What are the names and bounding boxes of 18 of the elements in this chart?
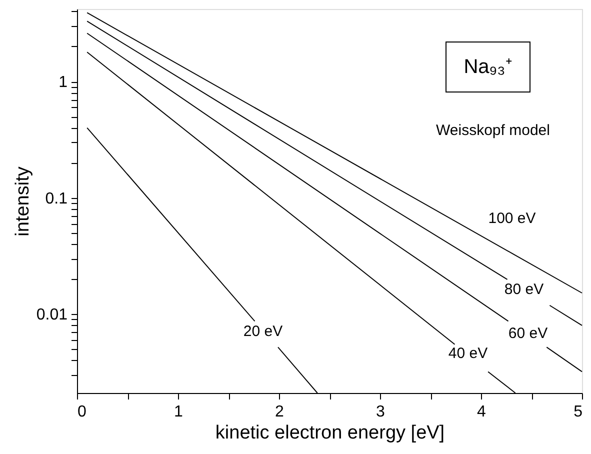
annotation: 80 eV	[504, 281, 544, 298]
annotation: 20 eV	[243, 323, 283, 340]
annotation: Na₉₃⁺	[464, 56, 512, 78]
x-tick-label: 4	[477, 404, 486, 420]
annotation: 40 eV	[448, 345, 488, 362]
annotation: 60 eV	[508, 325, 548, 342]
x-tick-label: 3	[376, 404, 386, 420]
annotation: 100 eV	[488, 210, 536, 227]
x-tick-label: 2	[275, 404, 284, 420]
x-tick-label: 1	[174, 404, 184, 420]
y-tick-label: 0.1	[45, 190, 68, 208]
y-axis-title: intensity	[12, 166, 34, 236]
annotation: Weisskopf model	[436, 122, 550, 139]
x-tick-label: 0	[78, 404, 86, 420]
x-tick-label: 5	[574, 404, 583, 420]
y-tick-label: 1	[58, 74, 68, 91]
y-tick-label: 0.01	[36, 306, 68, 324]
x-axis-title: kinetic electron energy [eV]	[215, 422, 445, 444]
